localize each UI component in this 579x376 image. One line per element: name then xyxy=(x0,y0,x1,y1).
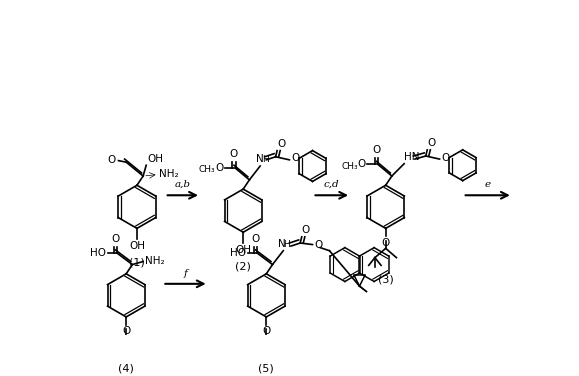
Text: c,d: c,d xyxy=(324,180,340,189)
Text: O: O xyxy=(111,234,119,244)
Text: OH: OH xyxy=(147,154,163,164)
Text: O: O xyxy=(107,155,115,165)
Text: O: O xyxy=(382,238,390,248)
Text: NH₂: NH₂ xyxy=(159,170,178,179)
Text: OH: OH xyxy=(235,244,251,255)
Text: O: O xyxy=(441,153,449,162)
Text: N: N xyxy=(278,239,285,249)
Text: O: O xyxy=(427,138,435,148)
Text: O: O xyxy=(291,153,299,163)
Text: O: O xyxy=(215,163,223,173)
Text: O: O xyxy=(122,326,130,336)
Text: O: O xyxy=(372,145,380,155)
Text: H: H xyxy=(283,240,290,249)
Text: HO: HO xyxy=(90,248,106,258)
Text: e: e xyxy=(485,180,491,189)
Text: (5): (5) xyxy=(258,363,274,373)
Text: (4): (4) xyxy=(118,363,134,373)
Text: O: O xyxy=(357,159,366,170)
Text: O: O xyxy=(314,240,323,250)
Text: (1): (1) xyxy=(129,258,145,268)
Text: N: N xyxy=(256,155,264,164)
Text: H: H xyxy=(262,155,269,164)
Text: OH: OH xyxy=(129,241,145,251)
Text: (3): (3) xyxy=(378,274,394,285)
Text: HN: HN xyxy=(404,152,420,162)
Text: O: O xyxy=(262,326,270,336)
Text: CH₃: CH₃ xyxy=(342,162,358,170)
Text: NH₂: NH₂ xyxy=(145,256,164,267)
Text: a,b: a,b xyxy=(175,180,190,189)
Text: CH₃: CH₃ xyxy=(199,165,215,174)
Text: O: O xyxy=(230,149,238,159)
Text: (2): (2) xyxy=(235,261,251,271)
Text: O: O xyxy=(277,139,285,149)
Text: f: f xyxy=(184,269,188,277)
Text: HO: HO xyxy=(230,248,246,258)
Text: O: O xyxy=(251,234,259,244)
Text: O: O xyxy=(302,225,310,235)
